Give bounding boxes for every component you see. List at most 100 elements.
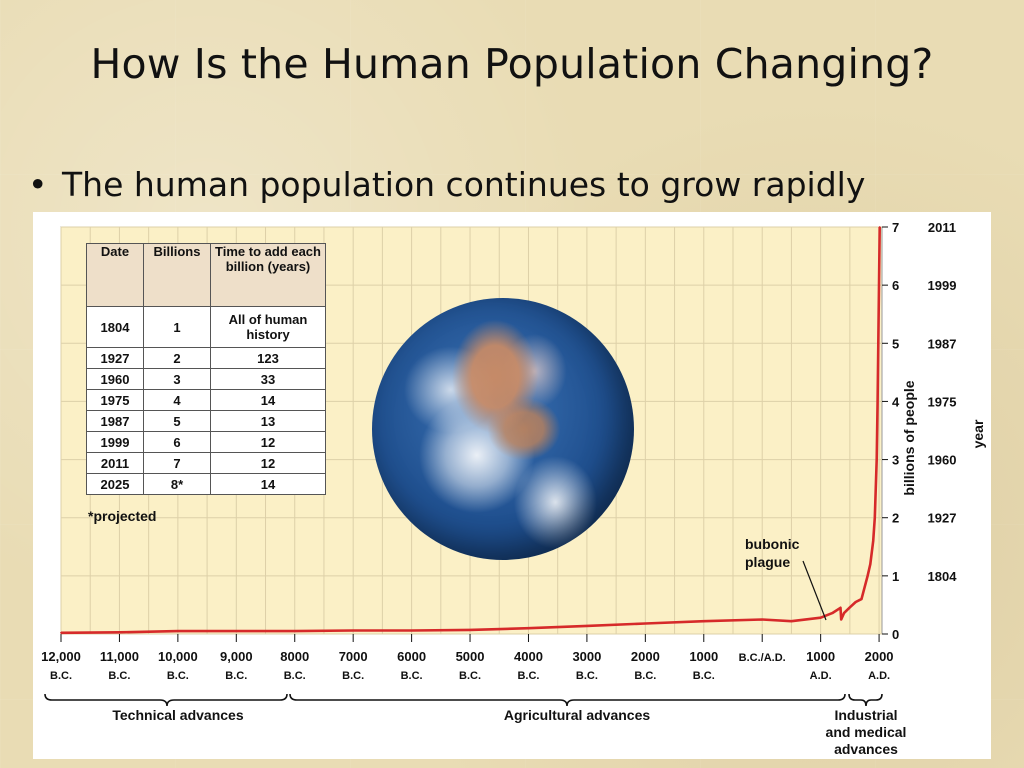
table-cell: 1927 [86,347,144,369]
data-point [469,629,471,631]
era-label-industrial-2: and medical [826,724,907,740]
data-point [586,625,588,627]
era-label-industrial-1: Industrial [834,707,897,723]
x-tick-label-era: B.C. [50,670,72,682]
y-tick-label: 5 [892,336,899,351]
year-tick-label: 1987 [928,336,957,351]
data-point [644,622,647,625]
x-tick-label-era: B.C. [167,670,189,682]
x-tick-label-era: B.C. [634,670,656,682]
data-point [849,606,851,609]
data-point [819,616,822,619]
table-header-billions: Billions [143,243,211,307]
data-point [869,563,872,566]
table-cell: 2011 [86,452,144,474]
data-point [118,631,121,634]
era-label-technical: Technical advances [112,707,243,723]
table-cell: 1999 [86,431,144,453]
annotation-line1: bubonic [745,536,800,552]
table-cell: 1975 [86,389,144,411]
data-point [866,575,869,577]
data-point [873,516,876,519]
y-tick-label: 1 [892,569,899,584]
year-axis-label: year [970,419,986,448]
data-point [410,629,413,632]
x-tick-label: 5000 [456,649,485,664]
year-tick-label: 1975 [928,394,957,409]
table-cell: 12 [210,431,326,453]
table-cell: 4 [143,389,211,411]
table-header-row: Date Billions Time to add each billion (… [86,243,326,307]
x-tick-label: 10,000 [158,649,198,664]
axis-ticks: 01234567180419271960197519871999201112,0… [41,220,957,682]
x-tick-label: 1000 [689,649,718,664]
table-row: 1804 1 All of human history [86,306,326,348]
era-brackets [44,693,883,707]
x-tick-label-era: B.C. [401,670,423,682]
table-cell: 1804 [86,306,144,348]
y-tick-label: 4 [892,394,900,409]
era-bracket-industrial [848,693,883,707]
data-point [878,284,880,286]
data-point [843,612,845,614]
data-point [854,601,857,603]
x-tick-label-era: A.D. [810,670,832,682]
table-cell: 1960 [86,368,144,390]
data-point [177,630,179,632]
table-cell: 5 [143,410,211,432]
x-tick-label-era: B.C. [108,670,130,682]
table-cell: 8* [143,473,211,495]
table-cell: 1 [143,306,211,348]
y-tick-label: 0 [892,627,899,642]
x-tick-label: 2000 [865,649,894,664]
earth-image [372,298,634,560]
x-tick-label-era: B.C. [517,670,539,682]
data-point [872,540,875,542]
y-tick-label: 6 [892,278,899,293]
era-bracket-agricultural [289,693,846,707]
data-point [875,458,878,461]
x-tick-label-era: B.C. [693,670,715,682]
table-footnote: *projected [88,508,157,524]
table-row: 2025 8* 14 [86,473,326,495]
y-tick-label: 2 [892,511,899,526]
x-tick-label: 4000 [514,649,543,664]
x-tick-label: 7000 [339,649,368,664]
table-cell: 2025 [86,473,144,495]
slide-title: How Is the Human Population Changing? [90,40,934,88]
year-tick-label: 1804 [928,569,958,584]
table-cell: 6 [143,431,211,453]
data-point [702,620,705,623]
table-row: 1987 5 13 [86,410,326,432]
year-tick-label: 2011 [928,220,956,235]
data-point [235,630,238,632]
x-tick-label-era: B.C. [225,670,247,682]
x-tick-label-era: B.C. [342,670,364,682]
data-point [860,598,863,600]
table-row: 1999 6 12 [86,431,326,453]
data-point [839,606,842,609]
year-tick-label: 1927 [928,511,957,526]
data-point [293,630,296,632]
x-tick-label: 8000 [280,649,309,664]
annotation-pointer [802,560,827,621]
y-tick-label: 7 [892,220,899,235]
table-row: 1927 2 123 [86,347,326,369]
table-row: 1975 4 14 [86,389,326,411]
data-point [761,618,764,621]
y-axis-label: billions of people [901,380,917,495]
data-point [790,620,793,623]
x-tick-label: 3000 [572,649,601,664]
year-tick-label: 1999 [928,278,957,293]
x-tick-label-era: B.C. [576,670,598,682]
x-tick-label: 6000 [397,649,426,664]
year-tick-label: 1960 [928,453,957,468]
table-cell: 1987 [86,410,144,432]
data-point [878,226,881,228]
series-layer [60,226,881,635]
x-tick-label-era: B.C. [284,670,306,682]
x-tick-label-era: B.C. [459,670,481,682]
x-tick-label: 12,000 [41,649,81,664]
x-tick-label: 1000 [806,649,835,664]
table-cell: 2 [143,347,211,369]
